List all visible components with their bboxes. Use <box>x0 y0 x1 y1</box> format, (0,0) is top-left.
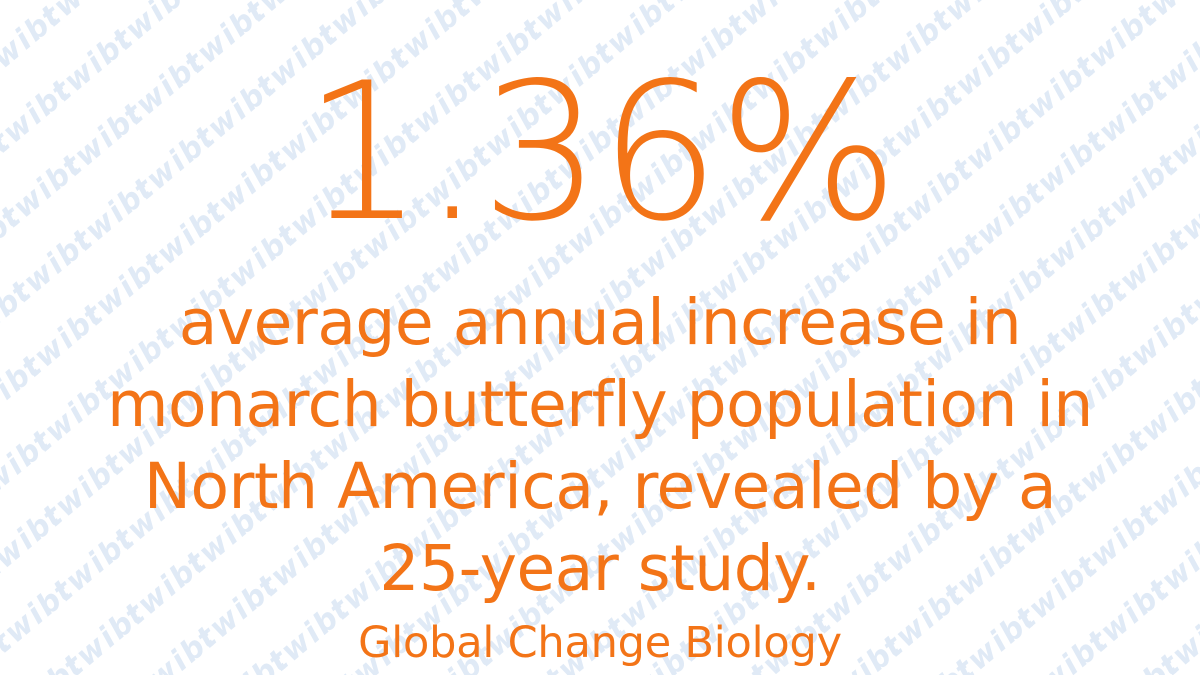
stat-description: average annual increase in monarch butte… <box>107 286 1093 605</box>
stat-value: 1.36% <box>303 42 899 263</box>
stat-source: Global Change Biology <box>358 618 842 668</box>
